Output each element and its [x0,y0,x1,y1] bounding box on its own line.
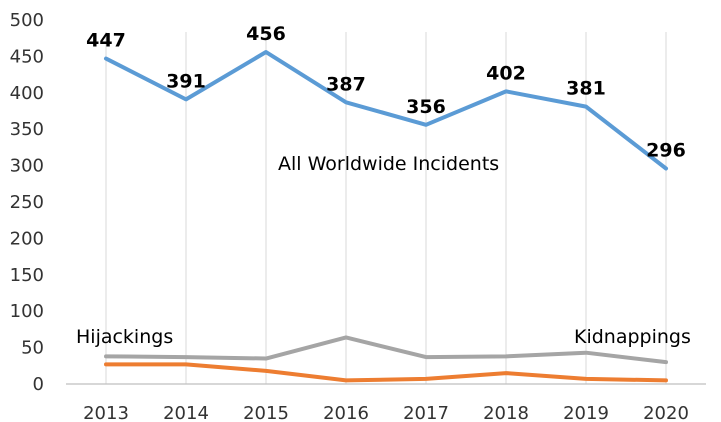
y-tick-label: 300 [10,156,44,177]
x-tick-label: 2017 [403,403,449,422]
y-tick-label: 150 [10,265,44,286]
y-tick-label: 400 [10,83,44,104]
y-tick-label: 250 [10,192,44,213]
x-tick-label: 2013 [83,403,129,422]
data-label: 381 [566,78,606,100]
data-label: 387 [326,73,366,95]
y-tick-label: 450 [10,46,44,67]
y-tick-label: 350 [10,119,44,140]
data-labels: 447 391 456 387 356 402 381 296 [86,23,686,161]
x-tick-label: 2018 [483,403,529,422]
x-axis-ticks: 2013 2014 2015 2016 2017 2018 2019 2020 [83,403,689,422]
y-tick-label: 200 [10,228,44,249]
data-label: 402 [486,62,526,84]
data-label: 391 [166,70,206,92]
y-tick-label: 500 [10,10,44,31]
x-tick-label: 2014 [163,403,209,422]
series-line-all-worldwide-incidents [104,50,668,171]
y-tick-label: 0 [33,374,44,395]
x-tick-label: 2016 [323,403,369,422]
x-tick-label: 2020 [643,403,689,422]
annotation-all-worldwide-incidents: All Worldwide Incidents [278,153,499,175]
annotation-kidnappings: Kidnappings [574,326,691,348]
data-label: 447 [86,30,126,52]
data-label: 456 [246,23,286,45]
y-axis-ticks: 0 50 100 150 200 250 300 350 400 450 500 [10,10,44,395]
y-tick-label: 100 [10,301,44,322]
x-tick-label: 2019 [563,403,609,422]
series-line-kidnappings [104,362,668,383]
series-lines [104,50,668,383]
annotation-hijackings: Hijackings [76,326,173,348]
data-label: 356 [406,96,446,118]
series-line-hijackings [104,335,668,365]
x-tick-label: 2015 [243,403,289,422]
y-tick-label: 50 [21,338,44,359]
data-label: 296 [646,140,686,162]
